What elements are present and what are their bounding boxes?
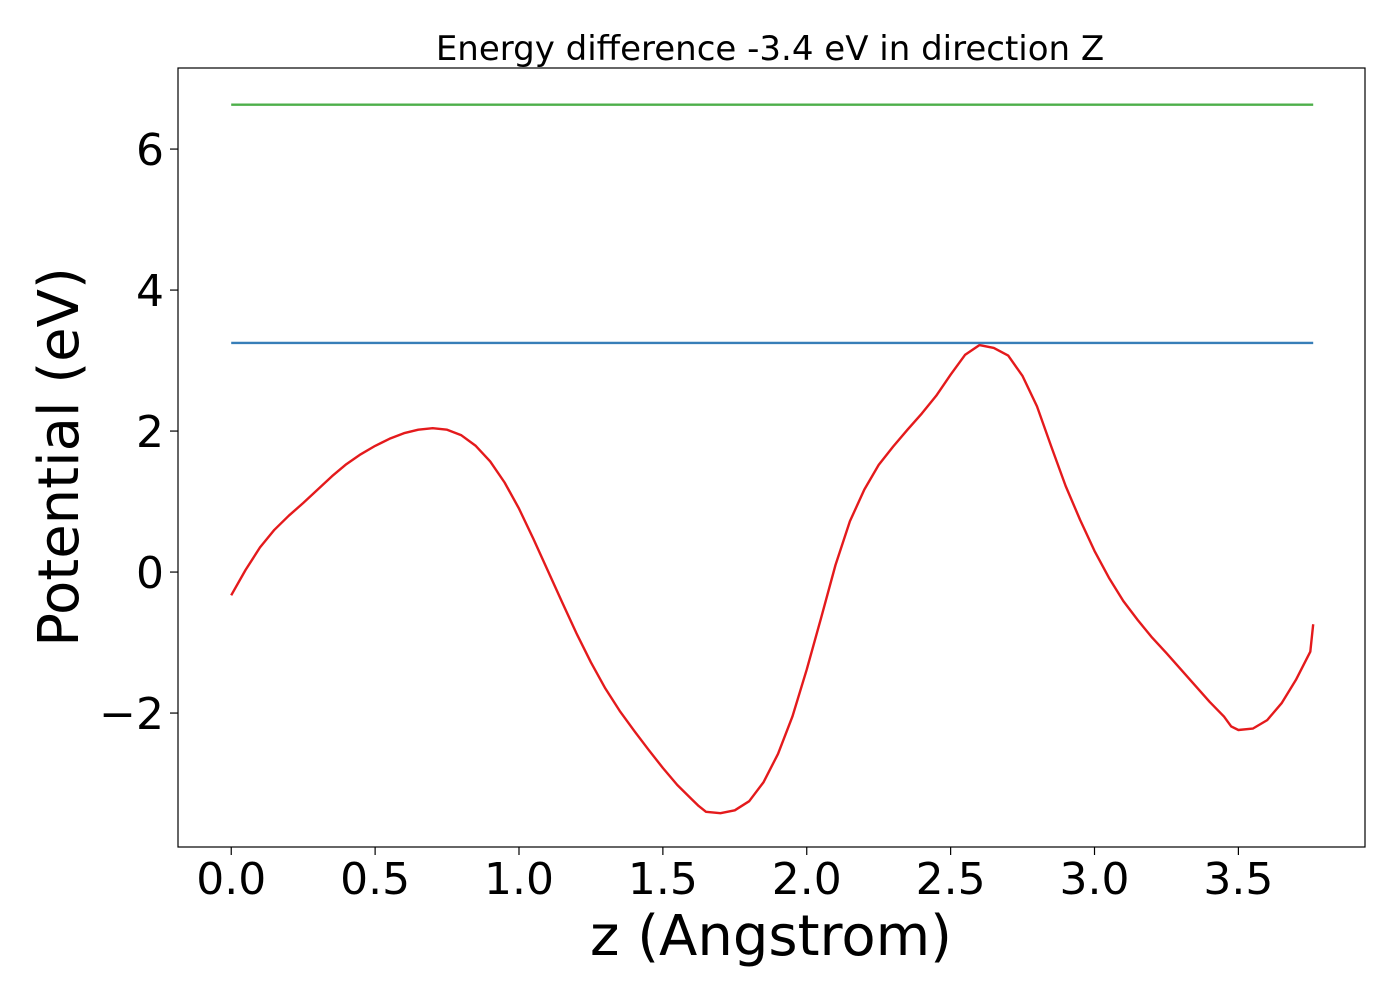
x-axis-label: z (Angstrom) <box>590 904 952 969</box>
y-tick-label: 0 <box>136 548 164 599</box>
plot-frame <box>177 67 1366 848</box>
x-tick-label: 3.0 <box>1060 854 1130 905</box>
chart-title: Energy difference -3.4 eV in direction Z <box>436 29 1104 69</box>
x-tick-label: 2.5 <box>916 854 986 905</box>
y-tick-label: 2 <box>136 407 164 458</box>
x-tick-label: 2.0 <box>772 854 842 905</box>
y-axis-label: Potential (eV) <box>27 267 92 647</box>
x-tick-label: 1.0 <box>484 854 554 905</box>
y-tick-label: 6 <box>136 125 164 176</box>
x-tick-label: 3.5 <box>1203 854 1273 905</box>
x-tick-label: 0.0 <box>196 854 266 905</box>
y-tick-label: −2 <box>99 689 164 740</box>
x-tick-label: 1.5 <box>628 854 698 905</box>
series-line-potential <box>230 343 1315 815</box>
plot-area: 0.0 0.5 1.0 1.5 2.0 2.5 3.0 3.5 −2 0 2 4 6 <box>99 67 1366 905</box>
y-tick-label: 4 <box>136 266 164 317</box>
x-tick-label: 0.5 <box>340 854 410 905</box>
